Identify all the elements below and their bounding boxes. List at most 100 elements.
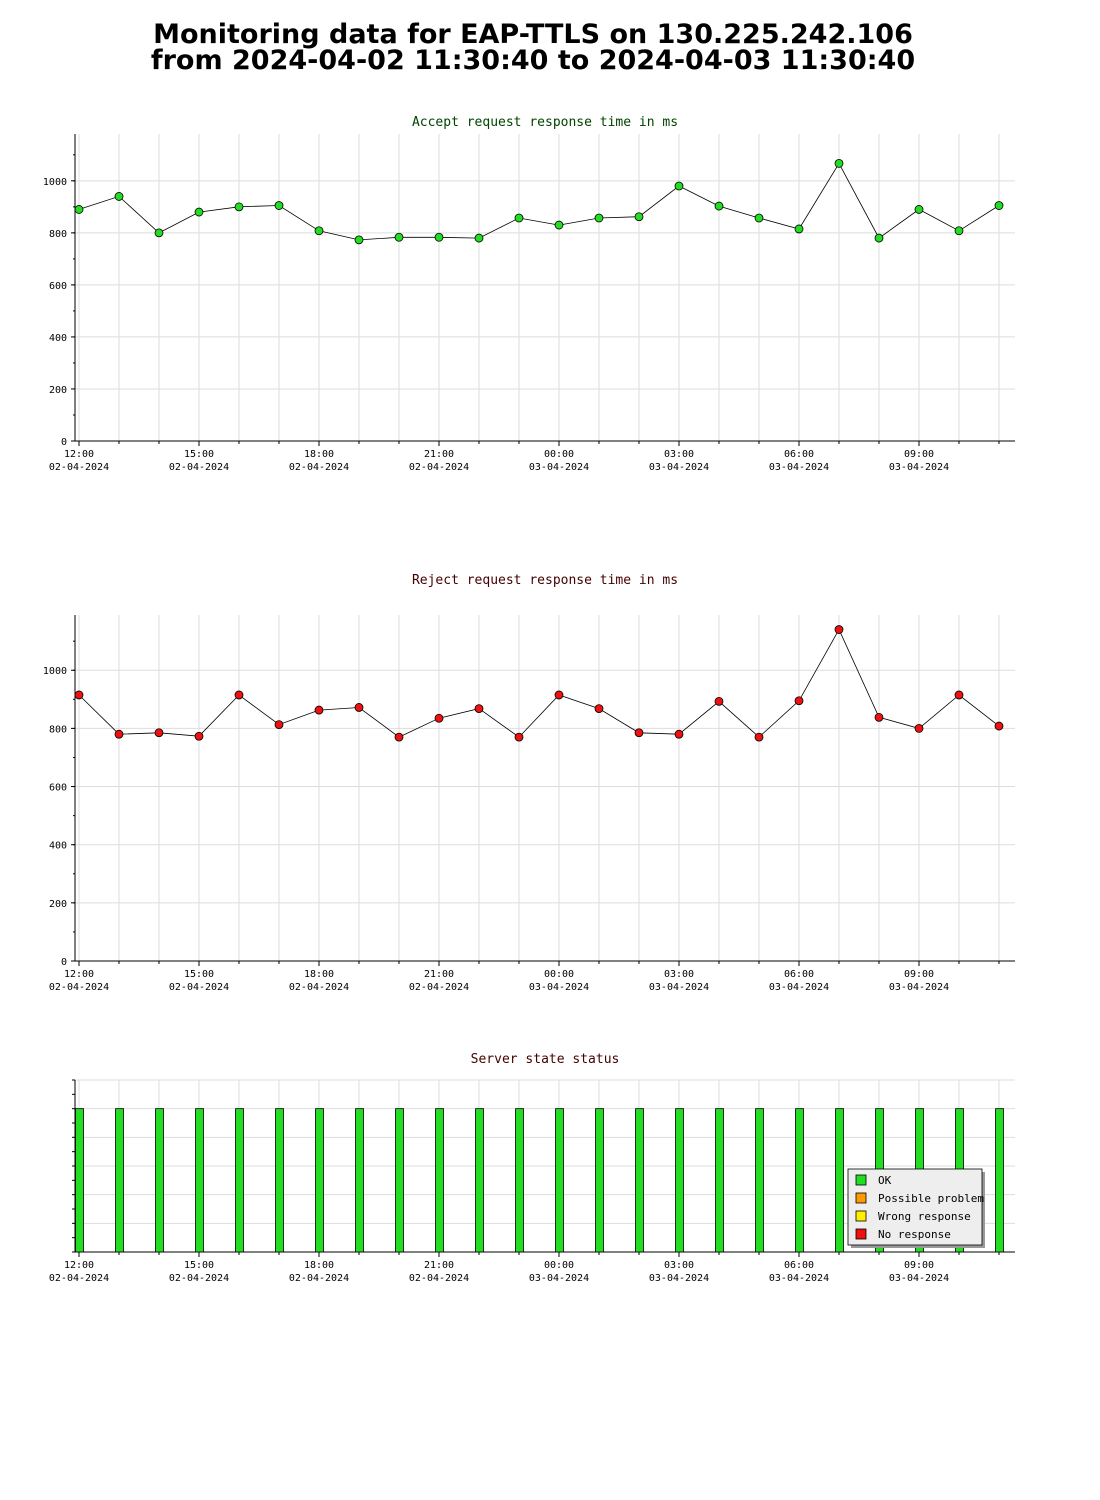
legend-swatch	[856, 1193, 866, 1203]
reject-data-point	[835, 626, 843, 634]
reject-data-point	[675, 730, 683, 738]
reject-x-tick-date: 02-04-2024	[289, 982, 349, 993]
reject-data-point	[235, 691, 243, 699]
reject-x-tick-time: 09:00	[904, 969, 934, 980]
accept-data-point	[515, 214, 523, 222]
reject-data-point	[515, 733, 523, 741]
accept-x-tick-time: 18:00	[304, 449, 334, 460]
accept-data-point	[355, 236, 363, 244]
accept-x-tick-time: 00:00	[544, 449, 574, 460]
reject-x-tick-time: 06:00	[784, 969, 814, 980]
reject-x-tick-time: 03:00	[664, 969, 694, 980]
reject-x-tick-date: 03-04-2024	[769, 982, 829, 993]
status-status-bar	[996, 1109, 1004, 1252]
reject-x-tick-date: 02-04-2024	[49, 982, 109, 993]
status-x-tick-date: 03-04-2024	[889, 1273, 949, 1284]
status-status-bar	[156, 1109, 164, 1252]
accept-y-tick-label: 1000	[43, 177, 67, 188]
status-x-tick-date: 02-04-2024	[409, 1273, 469, 1284]
accept-data-point	[395, 233, 403, 241]
legend-label: Wrong response	[878, 1210, 971, 1223]
status-x-tick-time: 00:00	[544, 1260, 574, 1271]
accept-data-point	[595, 214, 603, 222]
reject-x-tick-date: 02-04-2024	[409, 982, 469, 993]
accept-data-point	[915, 205, 923, 213]
accept-x-tick-date: 03-04-2024	[889, 462, 949, 473]
reject-chart-title: Reject request response time in ms	[412, 573, 678, 588]
status-status-bar	[476, 1109, 484, 1252]
reject-data-point	[875, 713, 883, 721]
status-x-tick-time: 03:00	[664, 1260, 694, 1271]
reject-data-point	[435, 714, 443, 722]
reject-data-point	[115, 730, 123, 738]
reject-x-tick-date: 03-04-2024	[889, 982, 949, 993]
status-x-tick-time: 06:00	[784, 1260, 814, 1271]
legend-label: Possible problem	[878, 1192, 984, 1205]
legend-label: No response	[878, 1228, 951, 1241]
status-x-tick-time: 09:00	[904, 1260, 934, 1271]
reject-y-tick-label: 0	[61, 957, 67, 968]
accept-x-tick-date: 02-04-2024	[289, 462, 349, 473]
accept-y-tick-label: 0	[61, 437, 67, 448]
status-x-tick-date: 03-04-2024	[649, 1273, 709, 1284]
reject-data-point	[715, 697, 723, 705]
status-x-tick-time: 12:00	[64, 1260, 94, 1271]
accept-data-point	[755, 214, 763, 222]
status-status-bar	[676, 1109, 684, 1252]
reject-data-point	[475, 705, 483, 713]
reject-data-point	[355, 703, 363, 711]
reject-data-point	[555, 691, 563, 699]
accept-data-point	[635, 213, 643, 221]
reject-data-point	[275, 721, 283, 729]
reject-x-tick-time: 15:00	[184, 969, 214, 980]
accept-data-point	[115, 192, 123, 200]
accept-data-point	[155, 229, 163, 237]
accept-data-point	[315, 227, 323, 235]
legend-swatch	[856, 1211, 866, 1221]
legend-label: OK	[878, 1174, 892, 1187]
accept-x-tick-time: 21:00	[424, 449, 454, 460]
accept-data-point	[835, 159, 843, 167]
reject-series-line	[79, 630, 999, 738]
status-x-tick-date: 03-04-2024	[529, 1273, 589, 1284]
accept-data-point	[875, 234, 883, 242]
accept-x-tick-date: 03-04-2024	[769, 462, 829, 473]
accept-y-tick-label: 200	[49, 385, 67, 396]
reject-data-point	[915, 724, 923, 732]
accept-data-point	[75, 205, 83, 213]
accept-data-point	[275, 202, 283, 210]
accept-y-tick-label: 800	[49, 229, 67, 240]
status-x-tick-date: 03-04-2024	[769, 1273, 829, 1284]
status-status-bar	[556, 1109, 564, 1252]
status-status-bar	[756, 1109, 764, 1252]
reject-x-tick-time: 21:00	[424, 969, 454, 980]
accept-x-tick-time: 03:00	[664, 449, 694, 460]
accept-data-point	[195, 208, 203, 216]
reject-response-chart: Reject request response time in ms 0 200 4…	[43, 573, 1015, 993]
reject-y-tick-label: 1000	[43, 666, 67, 677]
reject-data-point	[755, 733, 763, 741]
status-status-bar	[436, 1109, 444, 1252]
reject-data-point	[595, 705, 603, 713]
reject-x-tick-time: 18:00	[304, 969, 334, 980]
accept-x-tick-date: 02-04-2024	[409, 462, 469, 473]
status-status-bar	[636, 1109, 644, 1252]
accept-data-point	[675, 182, 683, 190]
accept-x-tick-time: 09:00	[904, 449, 934, 460]
status-status-bar	[276, 1109, 284, 1252]
status-status-bar	[196, 1109, 204, 1252]
accept-x-tick-date: 03-04-2024	[529, 462, 589, 473]
status-status-bar	[396, 1109, 404, 1252]
accept-x-tick-date: 02-04-2024	[49, 462, 109, 473]
reject-x-tick-date: 02-04-2024	[169, 982, 229, 993]
status-status-bar	[716, 1109, 724, 1252]
reject-y-tick-label: 200	[49, 899, 67, 910]
reject-y-tick-label: 400	[49, 841, 67, 852]
accept-data-point	[435, 233, 443, 241]
accept-data-point	[235, 203, 243, 211]
reject-y-tick-label: 600	[49, 783, 67, 794]
accept-x-tick-date: 02-04-2024	[169, 462, 229, 473]
status-x-tick-date: 02-04-2024	[289, 1273, 349, 1284]
reject-data-point	[155, 729, 163, 737]
